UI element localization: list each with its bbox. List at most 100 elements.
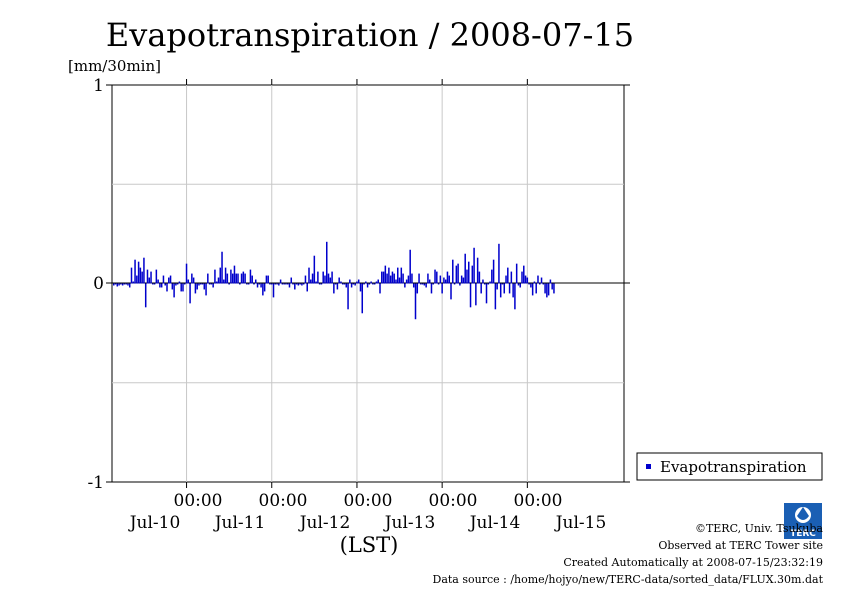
data-bar [428, 279, 431, 284]
data-bar [175, 283, 177, 286]
data-bar [356, 281, 358, 284]
data-bar [459, 283, 461, 286]
x-tick-date-label: Jul-10 [128, 513, 181, 533]
data-bar [329, 277, 332, 284]
data-bar [192, 277, 195, 284]
data-bar [485, 283, 488, 304]
data-bar [279, 279, 282, 284]
data-bar [270, 283, 273, 285]
data-bar [297, 283, 300, 286]
data-bar [395, 279, 397, 284]
data-bar [299, 283, 301, 285]
data-bar [457, 263, 459, 284]
data-bar [176, 283, 179, 285]
data-bar [189, 283, 191, 304]
data-bar [471, 265, 474, 284]
data-bar [182, 283, 184, 292]
data-bar [132, 281, 135, 284]
data-bar [503, 283, 506, 294]
data-bar [381, 271, 383, 284]
data-bar [450, 283, 452, 300]
data-bar [231, 273, 234, 284]
data-bar [301, 283, 303, 286]
data-bar [114, 283, 117, 285]
data-bar [171, 283, 174, 290]
data-bar [475, 283, 477, 306]
data-bar [365, 281, 367, 284]
data-bar [199, 283, 202, 285]
data-bar [507, 267, 509, 284]
data-bar [446, 271, 449, 284]
data-bar [150, 271, 152, 284]
data-bar [185, 263, 188, 284]
data-bar [155, 269, 158, 284]
data-bar [311, 273, 314, 284]
data-bar [120, 283, 122, 285]
data-bar [466, 269, 468, 284]
data-bar [411, 273, 413, 284]
data-bar [223, 279, 225, 284]
data-bar [473, 247, 475, 284]
data-bar [315, 281, 317, 284]
data-bar [391, 271, 394, 284]
data-bar [240, 273, 243, 284]
data-bar [286, 283, 289, 285]
data-bar [334, 283, 337, 285]
x-tick-date-label: Jul-13 [383, 513, 436, 533]
data-bar [452, 259, 454, 284]
data-bar [434, 269, 436, 284]
data-bar [476, 257, 479, 284]
y-tick-label-zero: 0 [93, 274, 104, 294]
copyright-text: ©TERC, Univ. Tsukuba [695, 522, 823, 535]
data-bar [239, 283, 241, 285]
data-bar [178, 281, 181, 284]
data-bar [366, 283, 369, 288]
data-bar [134, 259, 136, 284]
data-bar [148, 277, 151, 284]
data-bar [343, 283, 346, 285]
data-bar [128, 283, 131, 288]
data-bar [290, 277, 293, 284]
data-bar [262, 283, 264, 296]
data-bar [508, 283, 511, 294]
data-bar [393, 273, 395, 284]
data-bar [432, 283, 435, 285]
data-bar [272, 283, 275, 298]
data-bar [237, 273, 239, 284]
data-bar [253, 283, 255, 285]
data-bar [397, 267, 399, 284]
data-bar [505, 275, 507, 284]
data-bar [113, 283, 115, 286]
data-bar [515, 263, 518, 284]
y-tick-label-bottom: -1 [87, 473, 104, 493]
data-bar [141, 271, 143, 284]
data-bar [535, 283, 537, 294]
data-bar [168, 277, 170, 284]
data-bar [331, 271, 333, 284]
data-bar [436, 271, 438, 284]
data-bar [517, 283, 520, 286]
data-bar [317, 271, 319, 284]
x-tick-time-label: 00:00 [344, 491, 393, 511]
data-bar [379, 283, 381, 294]
data-bar [533, 281, 536, 284]
data-bar [409, 249, 411, 284]
x-tick-date-label: Jul-12 [298, 513, 351, 533]
data-bar [521, 271, 523, 284]
data-bar [514, 283, 516, 310]
data-bar [320, 283, 323, 285]
observed-text: Observed at TERC Tower site [658, 539, 823, 552]
data-bar [402, 273, 404, 284]
logo-drop-shape [797, 507, 809, 520]
data-bar [159, 283, 161, 288]
data-bar [203, 283, 206, 290]
created-text: Created Automatically at 2008-07-15/23:3… [563, 556, 823, 569]
data-bar [162, 275, 165, 284]
data-bar [345, 283, 348, 288]
data-bar [420, 283, 422, 285]
data-bar [136, 275, 138, 284]
data-bar [414, 283, 417, 320]
data-bar [553, 283, 555, 294]
data-bar [340, 281, 342, 284]
data-bar [528, 283, 530, 285]
